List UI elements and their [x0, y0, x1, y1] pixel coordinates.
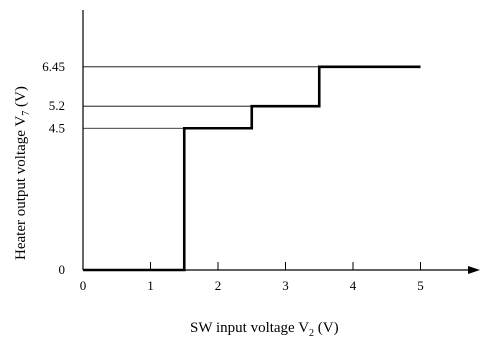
tick-marks — [150, 262, 421, 270]
x-axis-title: SW input voltage V2 (V) — [190, 320, 339, 337]
series-layer — [83, 65, 421, 272]
y-tick-label-6.45: 6.45 — [42, 59, 65, 74]
x-tick-label-5: 5 — [417, 278, 424, 293]
series-line-0 — [83, 65, 421, 272]
y-axis-title: Heater output voltage V7 (V) — [13, 86, 32, 260]
x-tick-label-4: 4 — [350, 278, 357, 293]
reference-lines — [83, 66, 320, 129]
x-tick-label-0: 0 — [80, 278, 87, 293]
x-tick-label-1: 1 — [147, 278, 154, 293]
y-tick-label-0: 0 — [59, 262, 66, 277]
tick-labels: 0 1 2 3 4 5 0 4.5 5.2 6.45 — [42, 59, 424, 293]
x-tick-label-3: 3 — [282, 278, 289, 293]
y-tick-label-4.5: 4.5 — [49, 120, 65, 135]
axes — [82, 10, 480, 274]
x-axis-arrow — [468, 266, 480, 274]
y-tick-label-5.2: 5.2 — [49, 98, 65, 113]
x-tick-label-2: 2 — [215, 278, 222, 293]
